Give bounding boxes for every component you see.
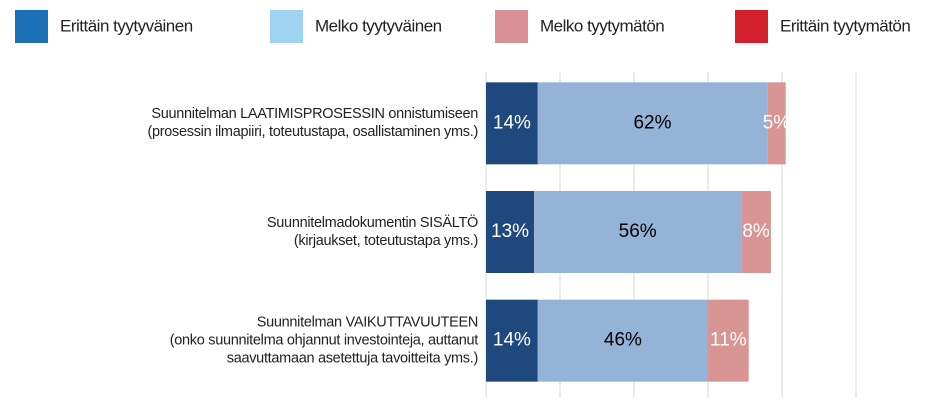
legend-label: Erittäin tyytymätön xyxy=(780,16,910,35)
bar-segment xyxy=(537,299,708,382)
data-label: 11% xyxy=(710,330,747,351)
data-label: 46% xyxy=(604,330,642,351)
bar-segment xyxy=(767,82,786,165)
bar-segment xyxy=(534,191,742,273)
category-label: (kirjaukset, toteutustapa yms.) xyxy=(294,233,478,249)
legend-label: Melko tyytymätön xyxy=(540,16,664,35)
category-label: (prosessin ilmapiiri, toteutustapa, osal… xyxy=(147,124,478,140)
data-label: 56% xyxy=(619,221,657,242)
category-label: (onko suunnitelma ohjannut investointeja… xyxy=(170,332,479,348)
bar-segment xyxy=(486,82,538,165)
category-label: saavuttamaan asetettuja tavoitteita yms.… xyxy=(227,350,478,366)
category-label: Suunnitelman LAATIMISPROSESSIN onnistumi… xyxy=(151,106,478,122)
data-label: 14% xyxy=(493,330,531,351)
bar-segment xyxy=(486,191,535,273)
bar-segment xyxy=(708,299,749,382)
data-label: 13% xyxy=(491,221,529,242)
legend-swatch xyxy=(270,10,303,43)
bar-segment xyxy=(741,191,771,273)
category-label: Suunnitelman VAIKUTTAVUUTEEN xyxy=(257,314,478,330)
bar-segment xyxy=(486,299,538,382)
legend-swatch xyxy=(495,10,528,43)
data-label: 62% xyxy=(633,112,671,133)
data-label: 5% xyxy=(763,112,791,133)
data-label: 14% xyxy=(493,112,531,133)
bar-segment xyxy=(537,82,768,165)
category-label: Suunnitelmadokumentin SISÄLTÖ xyxy=(267,213,478,231)
data-label: 8% xyxy=(742,221,770,242)
legend-swatch xyxy=(15,10,48,43)
legend-label: Erittäin tyytyväinen xyxy=(60,16,193,35)
legend-swatch xyxy=(735,10,768,43)
legend-label: Melko tyytyväinen xyxy=(315,16,442,35)
